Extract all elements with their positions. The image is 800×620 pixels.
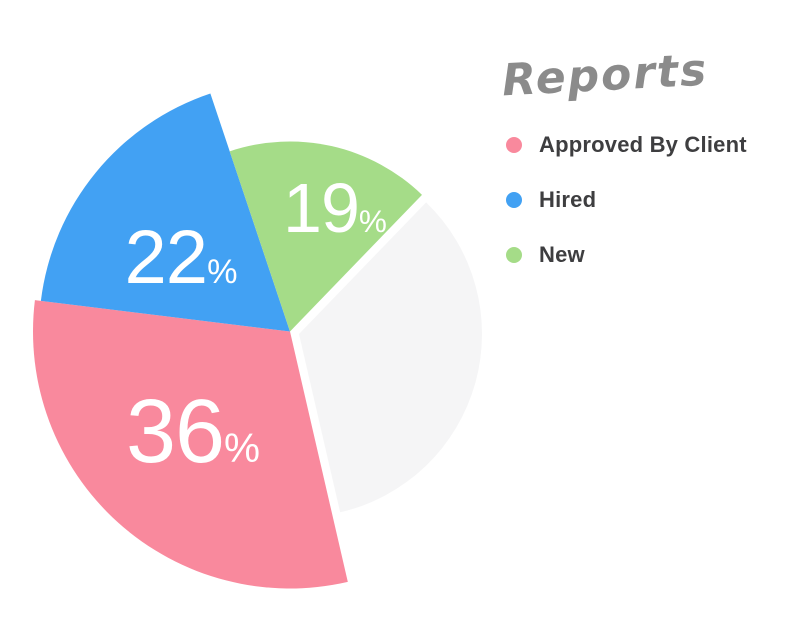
- slice-percent-value: 19: [283, 169, 360, 247]
- slice-percent-sign: %: [207, 253, 238, 291]
- slice-percent-value: 22: [124, 215, 209, 300]
- pie-slice-rest: [299, 202, 482, 513]
- slice-label-approved: 36%: [126, 387, 260, 477]
- slice-percent-sign: %: [358, 203, 387, 239]
- page-title: Reports: [500, 44, 710, 107]
- legend-item-hired[interactable]: Hired: [506, 187, 747, 212]
- legend-dot-new-icon: [506, 247, 522, 263]
- legend-item-approved-by-client[interactable]: Approved By Client: [506, 132, 747, 157]
- legend-item-label: Hired: [539, 187, 597, 212]
- legend: Approved By Client Hired New: [506, 132, 747, 298]
- slice-percent-sign: %: [224, 425, 261, 471]
- legend-item-new[interactable]: New: [506, 242, 747, 267]
- slice-label-new: 19%: [283, 173, 387, 243]
- legend-dot-hired-icon: [506, 192, 522, 208]
- slice-label-hired: 22%: [125, 220, 238, 296]
- legend-dot-approved-icon: [506, 137, 522, 153]
- slice-percent-value: 36: [125, 382, 225, 482]
- pie-slice-new[interactable]: [229, 141, 422, 332]
- pie-slice-approved[interactable]: [33, 300, 348, 589]
- legend-item-label: Approved By Client: [539, 132, 747, 157]
- pie-slice-hired[interactable]: [40, 93, 291, 332]
- legend-item-label: New: [539, 242, 585, 267]
